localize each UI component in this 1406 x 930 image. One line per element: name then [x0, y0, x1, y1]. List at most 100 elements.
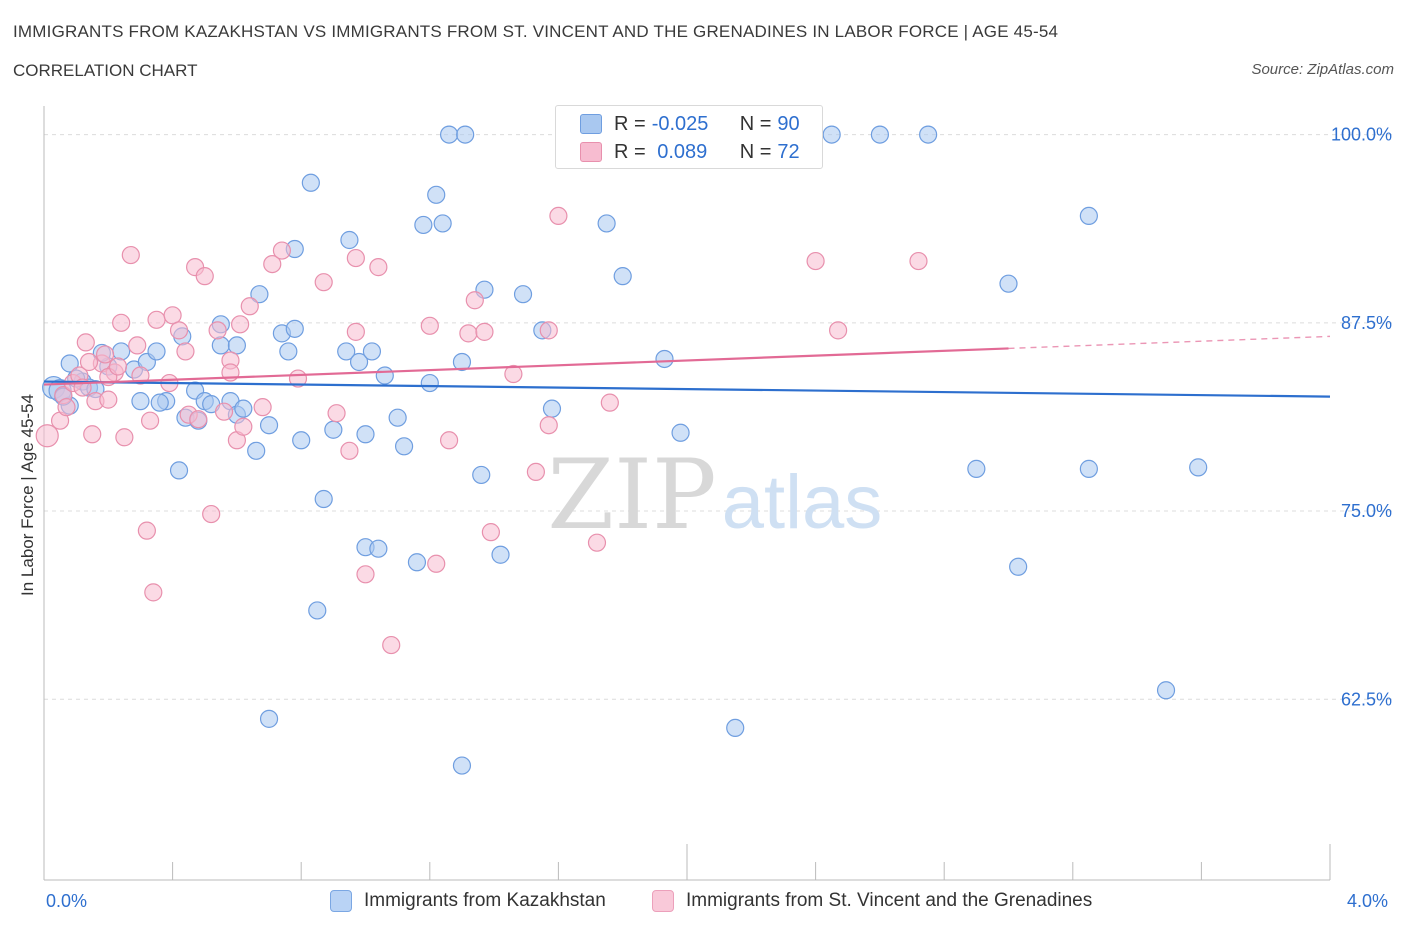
point-st-vincent: [806, 251, 825, 271]
chart-title: IMMIGRANTS FROM KAZAKHSTAN VS IMMIGRANTS…: [13, 22, 1059, 41]
series-legend-st-vincent[interactable]: Immigrants from St. Vincent and the Gren…: [652, 890, 1092, 912]
point-kazakhstan: [427, 185, 446, 204]
point-st-vincent: [95, 345, 115, 364]
x-tick-max: 4.0%: [1347, 891, 1389, 911]
point-st-vincent: [189, 410, 208, 429]
point-kazakhstan: [407, 553, 427, 572]
axes: [43, 106, 1331, 881]
point-kazakhstan: [324, 420, 343, 439]
point-st-vincent: [169, 321, 189, 340]
point-kazakhstan: [131, 392, 150, 411]
y-tick-label: 87.5%: [1341, 313, 1392, 333]
point-st-vincent: [163, 306, 182, 325]
point-st-vincent: [600, 393, 619, 412]
point-st-vincent: [144, 583, 163, 602]
point-st-vincent: [539, 321, 558, 340]
legend-swatch-kazakhstan: [580, 114, 602, 134]
point-kazakhstan: [414, 215, 433, 235]
point-st-vincent: [459, 324, 478, 343]
point-kazakhstan: [491, 545, 510, 564]
point-st-vincent: [439, 431, 459, 450]
point-kazakhstan: [279, 342, 298, 361]
point-st-vincent: [504, 364, 523, 384]
point-st-vincent: [214, 402, 234, 421]
point-kazakhstan: [147, 342, 166, 361]
point-kazakhstan: [1189, 458, 1208, 477]
point-st-vincent: [108, 357, 128, 376]
legend-swatch-st-vincent: [580, 142, 602, 162]
point-st-vincent: [99, 390, 118, 409]
point-st-vincent: [314, 273, 333, 292]
point-kazakhstan: [1009, 557, 1028, 576]
source-credit: Source: ZipAtlas.com: [1251, 61, 1394, 78]
y-axis-label: In Labor Force | Age 45-54: [18, 394, 37, 596]
point-kazakhstan: [542, 399, 562, 418]
legend-n-value: 90: [777, 112, 800, 135]
y-tick-label: 100.0%: [1331, 125, 1392, 145]
point-kazakhstan: [439, 125, 459, 144]
correlation-legend: R = -0.025 N = 90 R = 0.089 N = 72: [555, 105, 823, 169]
point-st-vincent: [272, 241, 292, 260]
point-st-vincent: [240, 297, 259, 316]
point-kazakhstan: [452, 756, 472, 775]
point-kazakhstan: [967, 459, 986, 478]
series-swatch-kazakhstan: [330, 890, 352, 912]
point-kazakhstan: [999, 274, 1018, 293]
point-st-vincent: [427, 554, 446, 573]
point-kazakhstan: [337, 342, 356, 361]
point-kazakhstan: [247, 441, 266, 460]
point-kazakhstan: [250, 285, 269, 304]
point-st-vincent: [526, 462, 545, 482]
point-kazakhstan: [259, 416, 279, 435]
point-st-vincent: [202, 504, 221, 524]
point-kazakhstan: [597, 214, 616, 233]
point-st-vincent: [112, 313, 131, 332]
point-st-vincent: [231, 315, 250, 334]
point-st-vincent: [382, 635, 401, 655]
point-kazakhstan: [1079, 206, 1098, 226]
point-kazakhstan: [369, 539, 388, 558]
point-kazakhstan: [613, 267, 632, 286]
point-st-vincent: [234, 417, 253, 436]
point-st-vincent: [128, 336, 147, 355]
point-st-vincent: [829, 321, 848, 340]
point-kazakhstan: [513, 285, 533, 304]
point-kazakhstan: [870, 125, 890, 144]
point-st-vincent: [481, 523, 500, 542]
point-st-vincent: [327, 404, 346, 423]
point-st-vincent: [195, 267, 214, 286]
point-st-vincent: [346, 248, 365, 268]
point-st-vincent: [909, 251, 928, 271]
point-st-vincent: [263, 254, 282, 274]
point-kazakhstan: [292, 431, 311, 450]
point-st-vincent: [176, 342, 195, 361]
point-st-vincent: [35, 424, 59, 448]
point-kazakhstan: [420, 373, 439, 393]
y-tick-label: 62.5%: [1341, 689, 1392, 709]
point-st-vincent: [356, 565, 375, 584]
point-kazakhstan: [211, 336, 230, 355]
legend-r-value: 0.089: [651, 140, 708, 163]
y-tick-labels: 100.0% 87.5% 75.0% 62.5%: [1331, 125, 1392, 710]
series-legend-kazakhstan[interactable]: Immigrants from Kazakhstan: [330, 890, 606, 912]
point-st-vincent: [115, 428, 134, 447]
point-kazakhstan: [671, 423, 690, 442]
point-st-vincent: [140, 411, 160, 430]
point-kazakhstan: [1156, 681, 1176, 700]
point-st-vincent: [121, 245, 140, 265]
watermark-zip: ZIP: [547, 439, 716, 551]
trend-line-kazakhstan: [43, 380, 1331, 398]
point-kazakhstan: [112, 342, 131, 361]
point-st-vincent: [76, 333, 95, 352]
point-kazakhstan: [388, 408, 407, 427]
point-st-vincent: [253, 398, 272, 417]
point-st-vincent: [420, 316, 439, 335]
series-label-st-vincent: Immigrants from St. Vincent and the Gren…: [686, 890, 1093, 911]
legend-n-label: N =: [739, 112, 772, 135]
trend-line-st-vincent: [43, 347, 1009, 386]
point-kazakhstan: [169, 461, 189, 480]
point-st-vincent: [346, 322, 365, 341]
point-st-vincent: [475, 322, 494, 341]
point-kazakhstan: [314, 489, 333, 509]
